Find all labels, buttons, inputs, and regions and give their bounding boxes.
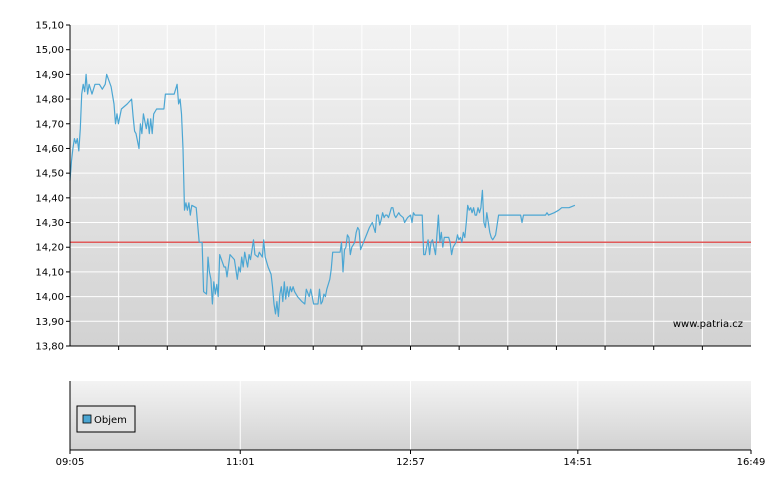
price-y-tick-label: 14,10 <box>35 267 64 278</box>
volume-axis: 09:05 11:01 12:57 14:51 16:49 <box>56 381 766 468</box>
volume-x-tick-label: 12:57 <box>396 457 425 468</box>
volume-x-tick-label: 11:01 <box>226 457 255 468</box>
price-y-tick-label: 14,90 <box>35 70 64 81</box>
price-y-tick-label: 14,70 <box>35 119 64 130</box>
price-y-tick-label: 15,10 <box>35 21 64 32</box>
legend-swatch <box>82 414 92 424</box>
price-y-tick-label: 14,30 <box>35 218 64 229</box>
price-grid <box>70 25 751 346</box>
price-y-tick-label: 15,00 <box>35 45 64 56</box>
price-y-tick-label: 13,80 <box>35 342 64 353</box>
price-y-tick-label: 14,00 <box>35 292 64 303</box>
price-y-tick-label: 14,60 <box>35 144 64 155</box>
volume-x-tick-label: 16:49 <box>737 457 766 468</box>
price-y-tick-label: 14,20 <box>35 243 64 254</box>
price-y-tick-label: 14,50 <box>35 169 64 180</box>
price-y-tick-label: 14,40 <box>35 193 64 204</box>
price-y-tick-label: 14,80 <box>35 95 64 106</box>
price-series-line <box>69 73 576 317</box>
legend-label: Objem <box>94 415 127 426</box>
volume-legend: Objem <box>76 405 136 433</box>
price-axis: 15,10 15,00 14,90 14,80 14,70 14,60 14,50 14,40… <box>35 21 751 353</box>
volume-x-tick-label: 14:51 <box>563 457 592 468</box>
volume-grid <box>239 381 579 450</box>
volume-x-tick-label: 09:05 <box>56 457 85 468</box>
watermark-text: www.patria.cz <box>673 319 743 330</box>
price-series-group <box>69 73 576 317</box>
price-y-tick-label: 13,90 <box>35 317 64 328</box>
